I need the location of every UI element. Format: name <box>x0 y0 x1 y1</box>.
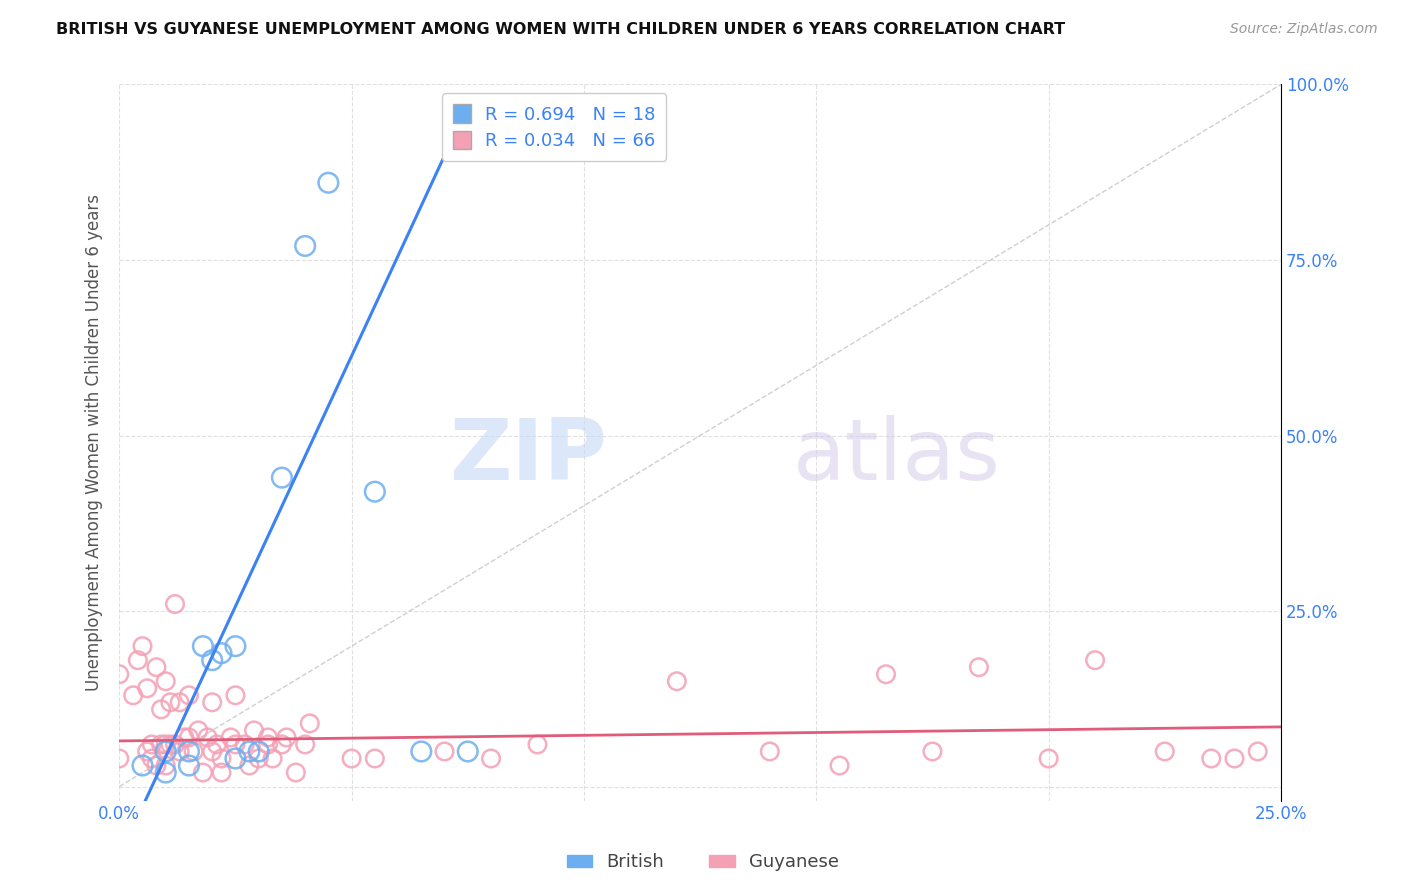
Point <box>364 484 387 499</box>
Point <box>224 639 246 653</box>
Point <box>665 674 688 689</box>
Point <box>131 639 153 653</box>
Point <box>1038 751 1060 765</box>
Point <box>219 731 242 745</box>
Point <box>262 751 284 765</box>
Point <box>875 667 897 681</box>
Point <box>921 744 943 758</box>
Text: atlas: atlas <box>793 416 1001 499</box>
Point <box>211 646 233 660</box>
Point <box>177 744 200 758</box>
Point <box>187 723 209 738</box>
Point <box>150 738 173 752</box>
Point <box>967 660 990 674</box>
Point <box>108 751 131 765</box>
Point <box>141 751 163 765</box>
Point <box>201 653 224 667</box>
Point <box>284 765 307 780</box>
Point <box>233 738 256 752</box>
Point <box>155 744 177 758</box>
Point <box>163 738 186 752</box>
Point <box>247 744 270 758</box>
Point <box>759 744 782 758</box>
Point <box>1199 751 1222 765</box>
Point <box>271 738 294 752</box>
Legend: British, Guyanese: British, Guyanese <box>560 847 846 879</box>
Point <box>243 723 266 738</box>
Point <box>411 744 433 758</box>
Point <box>155 758 177 772</box>
Point <box>197 731 219 745</box>
Point <box>433 744 456 758</box>
Point <box>457 744 479 758</box>
Point <box>169 744 191 758</box>
Point <box>276 731 298 745</box>
Point <box>340 751 363 765</box>
Point <box>141 738 163 752</box>
Point <box>211 751 233 765</box>
Point <box>177 688 200 702</box>
Point <box>318 176 340 190</box>
Point <box>159 738 181 752</box>
Point <box>169 695 191 709</box>
Point <box>526 738 548 752</box>
Point <box>271 470 294 484</box>
Text: BRITISH VS GUYANESE UNEMPLOYMENT AMONG WOMEN WITH CHILDREN UNDER 6 YEARS CORRELA: BRITISH VS GUYANESE UNEMPLOYMENT AMONG W… <box>56 22 1066 37</box>
Point <box>145 660 167 674</box>
Point <box>191 765 214 780</box>
Point <box>479 751 502 765</box>
Point <box>136 681 159 696</box>
Point <box>191 639 214 653</box>
Point <box>224 688 246 702</box>
Point <box>238 758 260 772</box>
Point <box>177 731 200 745</box>
Point <box>257 731 280 745</box>
Point <box>364 751 387 765</box>
Point <box>127 653 149 667</box>
Point <box>145 758 167 772</box>
Point <box>238 744 260 758</box>
Point <box>257 738 280 752</box>
Point <box>155 738 177 752</box>
Point <box>294 239 316 253</box>
Point <box>211 765 233 780</box>
Point <box>224 738 246 752</box>
Point <box>201 744 224 758</box>
Point <box>155 765 177 780</box>
Point <box>183 744 205 758</box>
Point <box>173 731 195 745</box>
Point <box>294 738 316 752</box>
Y-axis label: Unemployment Among Women with Children Under 6 years: Unemployment Among Women with Children U… <box>86 194 103 691</box>
Point <box>224 751 246 765</box>
Point <box>205 738 228 752</box>
Point <box>298 716 321 731</box>
Point <box>177 758 200 772</box>
Legend: R = 0.694   N = 18, R = 0.034   N = 66: R = 0.694 N = 18, R = 0.034 N = 66 <box>441 94 666 161</box>
Text: Source: ZipAtlas.com: Source: ZipAtlas.com <box>1230 22 1378 37</box>
Point <box>201 695 224 709</box>
Point <box>1247 744 1270 758</box>
Point <box>131 758 153 772</box>
Point <box>1084 653 1107 667</box>
Point <box>1153 744 1175 758</box>
Point <box>155 674 177 689</box>
Point <box>122 688 145 702</box>
Point <box>159 695 181 709</box>
Point <box>1223 751 1246 765</box>
Point <box>163 597 186 611</box>
Point <box>247 751 270 765</box>
Point <box>150 702 173 716</box>
Point <box>136 744 159 758</box>
Point <box>828 758 851 772</box>
Text: ZIP: ZIP <box>450 416 607 499</box>
Point <box>108 667 131 681</box>
